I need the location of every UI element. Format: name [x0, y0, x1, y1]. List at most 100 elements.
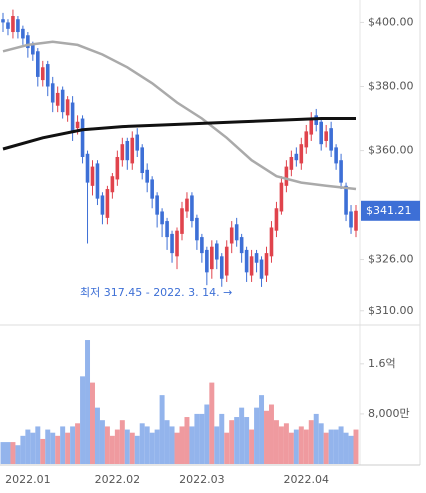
volume-bar	[229, 420, 235, 464]
candle-body	[244, 249, 249, 273]
volume-bar	[5, 442, 11, 464]
candle-body	[60, 89, 65, 113]
candle-body	[185, 198, 189, 212]
candle-body	[234, 224, 239, 241]
candle-body	[75, 121, 80, 129]
volume-bar	[70, 426, 76, 464]
volume-bar	[25, 429, 31, 464]
candle-body	[329, 128, 333, 151]
x-tick-label: 2022.03	[179, 473, 225, 486]
candle-body	[55, 92, 60, 106]
volume-bar	[10, 442, 16, 464]
candle-body	[200, 237, 204, 254]
volume-bar	[144, 426, 150, 464]
moving-average	[2, 117, 356, 151]
candle-body	[284, 166, 289, 186]
last-price-box	[361, 200, 420, 221]
volume-bar	[328, 429, 334, 464]
volume-tick-label: 1.6억	[368, 357, 396, 370]
volume-bar	[239, 407, 245, 464]
volume-bar	[259, 395, 265, 464]
candle-body	[155, 195, 159, 215]
volume-bar	[124, 429, 130, 464]
candle-body	[219, 256, 224, 279]
candle-body	[110, 176, 115, 193]
volume-bar	[149, 432, 155, 464]
volume-bar	[219, 413, 225, 464]
candle-body	[289, 156, 294, 170]
candle-body	[145, 169, 149, 183]
volume-bar	[94, 407, 100, 464]
volume-bar	[209, 382, 215, 464]
volume-bar	[224, 432, 230, 464]
candle-body	[274, 208, 279, 231]
candle-body	[115, 156, 120, 180]
volume-bar	[55, 435, 61, 464]
volume-bar	[199, 413, 205, 464]
volume-bar	[35, 426, 41, 464]
volume-bar	[0, 442, 6, 464]
volume-bar	[134, 435, 140, 464]
candle-body	[175, 230, 179, 257]
volume-bar	[273, 420, 279, 464]
volume-bar	[85, 340, 91, 464]
volume-bar	[159, 395, 165, 464]
volume-bar	[20, 435, 26, 464]
volume-bar	[75, 423, 81, 464]
candle-body	[214, 243, 219, 260]
moving-average	[2, 40, 357, 191]
candle-body	[299, 144, 304, 164]
volume-bar	[90, 382, 95, 464]
candle-body	[50, 83, 55, 103]
volume-bar	[30, 432, 36, 464]
candle-body	[21, 28, 25, 39]
y-tick-label: $326.00	[368, 253, 414, 266]
volume-bar	[114, 429, 120, 464]
volume-bar	[348, 435, 354, 464]
candle-body	[324, 131, 328, 141]
volume-bar	[323, 432, 329, 464]
candle-body	[190, 195, 194, 222]
candle-body	[70, 102, 75, 132]
volume-bar	[50, 432, 56, 464]
candle-body	[36, 51, 40, 77]
volume-bar	[99, 420, 105, 464]
volume-bar	[169, 426, 175, 464]
x-tick-label: 2022.04	[284, 473, 330, 486]
volume-tick-label: 8,000만	[368, 407, 410, 420]
candle-body	[65, 99, 70, 116]
candle-body	[11, 16, 15, 33]
volume-bar	[139, 423, 145, 464]
candle-body	[130, 137, 135, 164]
candle-body	[339, 160, 343, 183]
candle-body	[205, 249, 209, 273]
volume-bar	[303, 429, 309, 464]
candle-body	[150, 179, 154, 199]
y-tick-label: $400.00	[368, 15, 414, 28]
candle-body	[45, 64, 50, 87]
volume-bar	[174, 432, 180, 464]
candle-body	[125, 140, 130, 161]
candle-body	[160, 211, 164, 225]
low-annotation: 최저 317.45 - 2022. 3. 14. →	[80, 286, 232, 299]
candle-body	[165, 221, 169, 238]
candle-body	[120, 144, 125, 161]
volume-bar	[194, 413, 200, 464]
volume-bar	[249, 429, 255, 464]
volume-bar	[234, 417, 240, 464]
volume-bar	[254, 407, 260, 464]
volume-bar	[80, 376, 86, 464]
volume-bar	[288, 432, 294, 464]
volume-bar	[318, 423, 324, 464]
candle-body	[319, 121, 323, 145]
volume-bar	[278, 426, 284, 464]
volume-bar	[164, 420, 170, 464]
y-tick-label: $360.00	[368, 144, 414, 157]
candle-body	[279, 182, 284, 212]
volume-bar	[293, 429, 299, 464]
volume-bar	[60, 426, 66, 464]
candle-body	[85, 153, 90, 183]
volume-bar	[119, 420, 125, 464]
x-tick-label: 2022.02	[95, 473, 141, 486]
volume-bar	[179, 426, 185, 464]
